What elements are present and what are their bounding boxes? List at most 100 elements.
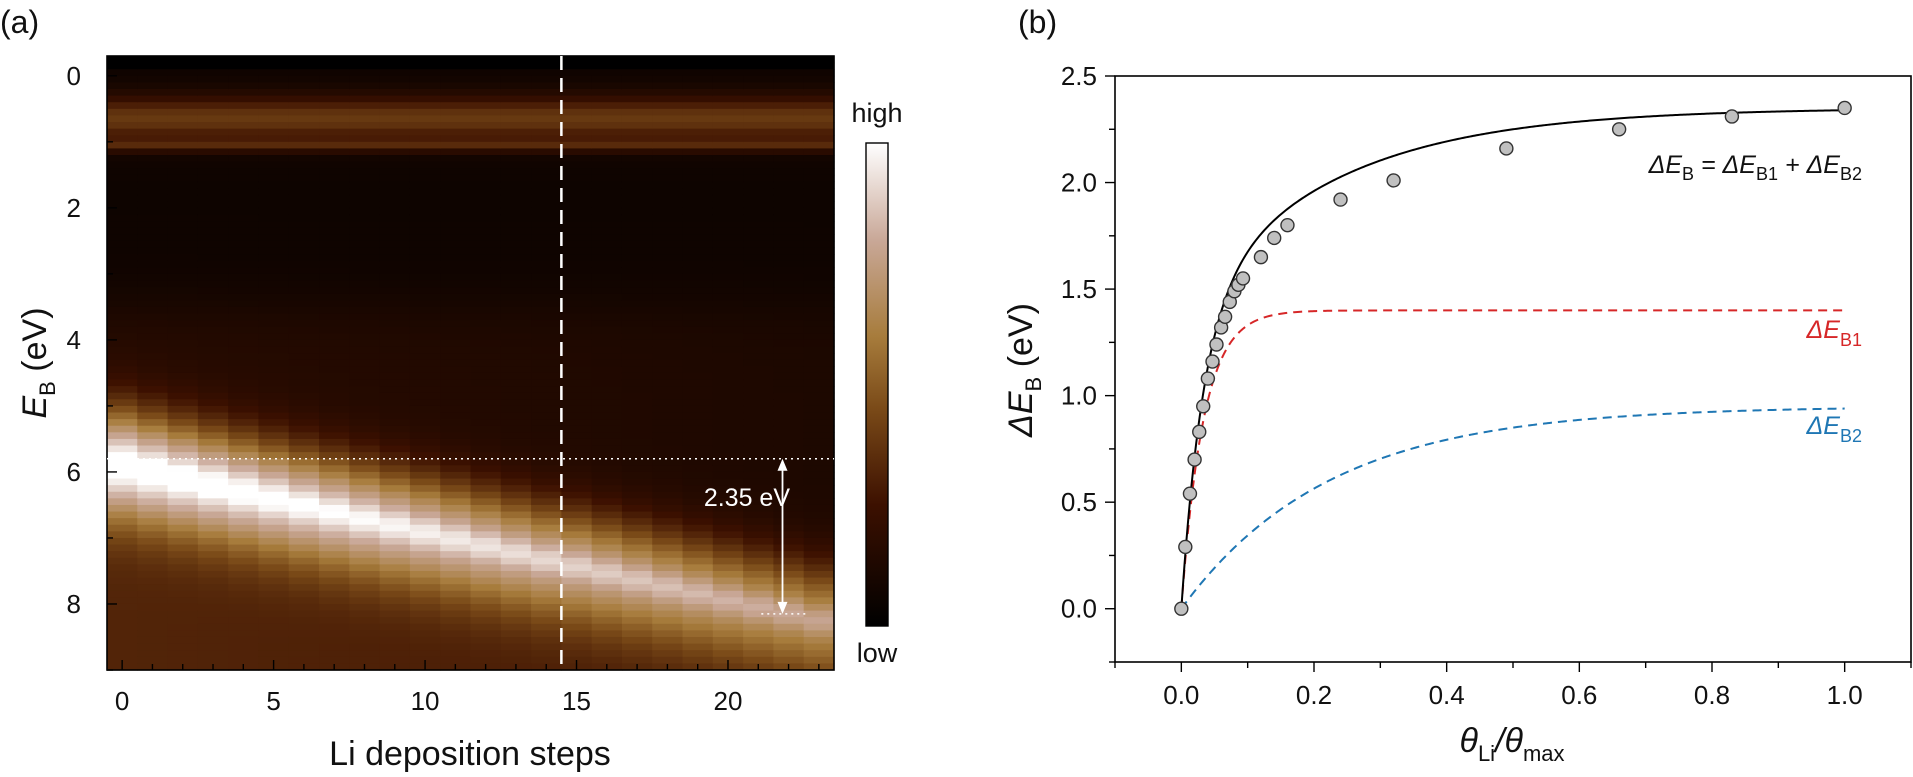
heatmap-cell — [349, 452, 381, 460]
heatmap-cell — [197, 207, 229, 216]
heatmap-cell — [409, 537, 441, 546]
heatmap-cell — [288, 452, 320, 460]
heatmap-cell — [682, 570, 714, 579]
heatmap-cell — [258, 425, 290, 433]
heatmap-cell — [288, 287, 320, 295]
heatmap-cell — [621, 326, 653, 334]
heatmap-cell — [349, 531, 381, 539]
heatmap-cell — [288, 359, 320, 367]
heatmap-cell — [712, 214, 744, 222]
heatmap-cell — [379, 597, 411, 605]
heatmap-cell — [107, 353, 138, 361]
heatmap-cell — [349, 201, 381, 209]
heatmap-cell — [197, 89, 229, 97]
heatmap-cell — [803, 405, 835, 414]
heatmap-cell — [440, 254, 472, 262]
heatmap-cell — [500, 247, 532, 255]
heatmap-cell — [288, 603, 320, 612]
heatmap-cell — [440, 551, 472, 559]
heatmap-cell — [743, 353, 775, 361]
curve-b1 — [1180, 309, 1845, 609]
heatmap-cell — [743, 366, 775, 374]
heatmap-cell — [258, 465, 290, 473]
heatmap-cell — [803, 419, 835, 427]
heatmap-cell — [682, 339, 714, 348]
heatmap-cell — [167, 168, 199, 176]
heatmap-cell — [561, 504, 593, 513]
heatmap-cell — [652, 564, 684, 572]
heatmap-cell — [107, 630, 138, 638]
heatmap-cell — [682, 465, 714, 473]
heatmap-cell — [712, 379, 744, 387]
heatmap-cell — [349, 478, 381, 486]
heatmap-cell — [258, 617, 290, 625]
heatmap-cell — [319, 617, 350, 625]
heatmap-cell — [652, 194, 684, 202]
data-point — [1174, 601, 1189, 616]
heatmap-cell — [228, 346, 260, 354]
heatmap-cell — [682, 557, 714, 565]
heatmap-cell — [197, 267, 229, 275]
heatmap-cell — [591, 485, 623, 493]
heatmap-cell — [167, 273, 199, 282]
heatmap-cell — [500, 432, 532, 440]
heatmap-cell — [470, 432, 502, 440]
heatmap-cell — [440, 564, 472, 572]
heatmap-cell — [258, 326, 290, 334]
heatmap-cell — [621, 636, 653, 645]
heatmap-cell — [500, 491, 532, 499]
heatmap-cell — [107, 320, 138, 328]
heatmap-cell — [561, 128, 593, 136]
heatmap-cell — [440, 518, 472, 526]
heatmap-cell — [137, 399, 169, 407]
heatmap-cell — [319, 201, 350, 209]
heatmap-cell — [561, 432, 593, 440]
heatmap-cell — [258, 108, 290, 117]
heatmap-cell — [591, 155, 623, 163]
heatmap-cell — [743, 320, 775, 328]
panel-a-label: (a) — [0, 4, 39, 40]
heatmap-cell — [500, 438, 532, 447]
heatmap-cell — [470, 465, 502, 473]
heatmap-cell — [409, 221, 441, 229]
heatmap-cell — [470, 452, 502, 460]
heatmap-cell — [652, 584, 684, 592]
heatmap-cell — [621, 89, 653, 97]
heatmap-cell — [167, 313, 199, 321]
heatmap-cell — [440, 524, 472, 532]
heatmap-cell — [682, 326, 714, 334]
heatmap-cell — [440, 102, 472, 110]
heatmap-cell — [803, 155, 835, 163]
heatmap-cell — [409, 293, 441, 301]
heatmap-cell — [107, 267, 138, 275]
heatmap-cell — [712, 537, 744, 546]
heatmap-cell — [137, 254, 169, 262]
heatmap-cell — [803, 392, 835, 400]
heatmap-cell — [591, 656, 623, 664]
heatmap-cell — [167, 82, 199, 90]
heatmap-cell — [197, 610, 229, 618]
heatmap-cell — [652, 392, 684, 400]
heatmap-cell — [773, 386, 805, 394]
heatmap-cell — [319, 379, 350, 387]
heatmap-cell — [500, 115, 532, 123]
heatmap-cell — [652, 293, 684, 301]
heatmap-cell — [349, 643, 381, 651]
heatmap-cell — [591, 650, 623, 658]
heatmap-cell — [107, 590, 138, 598]
heatmap-cell — [440, 623, 472, 631]
heatmap-cell — [500, 320, 532, 328]
heatmap-cell — [107, 412, 138, 420]
heatmap-cell — [197, 293, 229, 301]
heatmap-cell — [591, 438, 623, 447]
heatmap-cell — [258, 405, 290, 414]
heatmap-cell — [409, 445, 441, 453]
heatmap-cell — [288, 399, 320, 407]
heatmap-cell — [621, 359, 653, 367]
heatmap-cell — [228, 603, 260, 612]
heatmap-cell — [319, 174, 350, 183]
heatmap-cell — [167, 570, 199, 579]
plot-y-tick-label: 0.0 — [1061, 594, 1097, 624]
heatmap-cell — [743, 452, 775, 460]
heatmap-cell — [379, 478, 411, 486]
